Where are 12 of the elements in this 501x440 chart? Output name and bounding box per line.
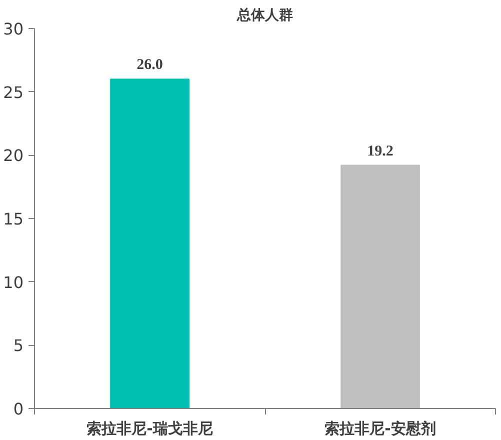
y-tick-label: 15 <box>3 210 24 228</box>
chart-title: 总体人群 <box>236 8 293 24</box>
y-tick-label: 25 <box>3 82 24 102</box>
data-label: 19.2 <box>367 143 394 160</box>
data-label: 26.0 <box>136 57 163 74</box>
x-tick-label: 索拉非尼-安慰剂 <box>324 420 436 438</box>
y-tick-label: 10 <box>3 272 24 292</box>
y-tick-label: 30 <box>3 20 24 38</box>
y-tick-label: 5 <box>13 336 24 356</box>
x-tick-label: 索拉非尼-瑞戈非尼 <box>86 420 213 438</box>
y-tick-label: 0 <box>13 400 24 418</box>
y-tick-label: 20 <box>3 146 24 166</box>
